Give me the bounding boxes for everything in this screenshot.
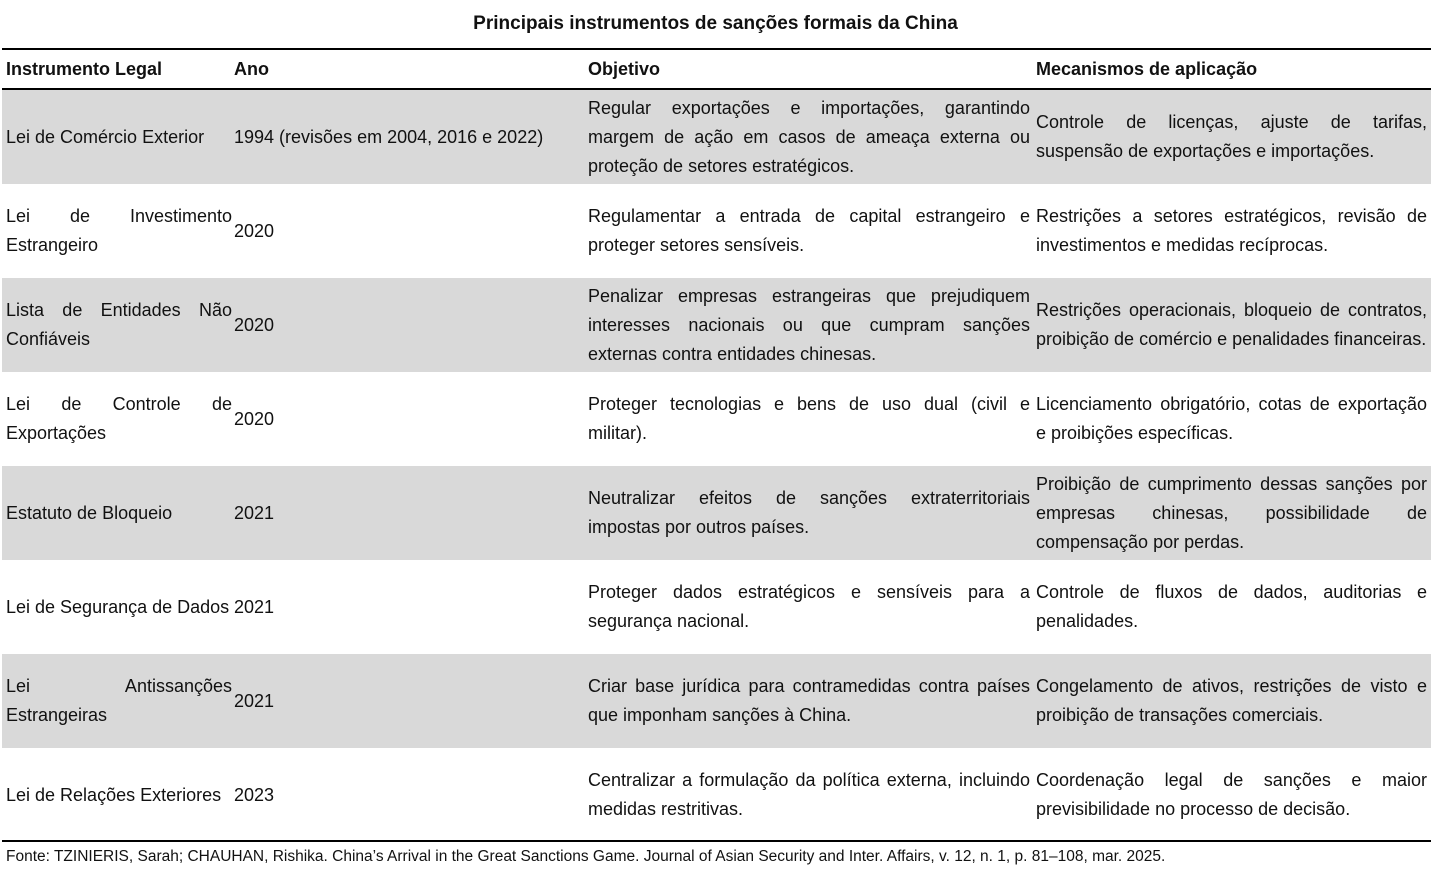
table-cell: Criar base jurídica para contramedidas c… (588, 654, 1030, 748)
header-row: Instrumento Legal Ano Objetivo Mecanismos d… (2, 50, 1431, 88)
cell-text: Proibição de cumprimento dessas sanções … (1036, 473, 1427, 552)
table-cell: 2021 (234, 654, 584, 748)
table-cell: Lei de Controle de Exportações (6, 372, 232, 466)
table-cell: 2023 (234, 748, 584, 842)
table-cell: Restrições a setores estratégicos, revis… (1036, 184, 1427, 278)
table-cell: Controle de fluxos de dados, auditorias … (1036, 560, 1427, 654)
table-cell: Mecanismos de aplicação (1036, 50, 1427, 88)
cell-text: Lei Antissanções Estrangeiras (6, 676, 232, 725)
cell-text: Centralizar a formulação da política ext… (588, 770, 1030, 819)
bottom-rule (2, 840, 1431, 842)
cell-text: 2021 (234, 502, 275, 523)
table-cell: Ano (234, 50, 584, 88)
table-cell: Lei de Comércio Exterior (6, 90, 232, 184)
table-cell: Coordenação legal de sanções e maior pre… (1036, 748, 1427, 842)
table-cell: Lista de Entidades Não Confiáveis (6, 278, 232, 372)
cell-text: Congelamento de ativos, restrições de vi… (1036, 676, 1427, 725)
cell-text: 2020 (234, 408, 275, 429)
cell-text: Restrições operacionais, bloqueio de con… (1036, 300, 1427, 349)
cell-text: 2023 (234, 784, 275, 805)
cell-text: Proteger dados estratégicos e sensíveis … (588, 582, 1030, 631)
table-cell: Lei de Investimento Estrangeiro (6, 184, 232, 278)
cell-text: 2021 (234, 596, 275, 617)
cell-text: Lei de Comércio Exterior (6, 126, 205, 147)
table-row: Lei de Segurança de Dados 2021 Proteger da… (2, 560, 1431, 654)
cell-text: Controle de licenças, ajuste de tarifas,… (1036, 112, 1427, 161)
table-cell: Lei de Segurança de Dados (6, 560, 232, 654)
cell-text: Coordenação legal de sanções e maior pre… (1036, 770, 1427, 819)
table-cell: Controle de licenças, ajuste de tarifas,… (1036, 90, 1427, 184)
table-cell: Regulamentar a entrada de capital estran… (588, 184, 1030, 278)
table-cell: Lei de Relações Exteriores (6, 748, 232, 842)
cell-text: 1994 (revisões em 2004, 2016 e 2022) (234, 126, 544, 147)
table-cell: 2020 (234, 184, 584, 278)
cell-text: Instrumento Legal (6, 58, 163, 79)
table-cell: Lei Antissanções Estrangeiras (6, 654, 232, 748)
cell-text: 2020 (234, 314, 275, 335)
table-cell: Penalizar empresas estrangeiras que prej… (588, 278, 1030, 372)
table-cell: Regular exportações e importações, garan… (588, 90, 1030, 184)
table-cell: 2021 (234, 466, 584, 560)
table-row: Estatuto de Bloqueio 2021 Neutralizar efei… (2, 466, 1431, 560)
table-cell: Centralizar a formulação da política ext… (588, 748, 1030, 842)
table-cell: Objetivo (588, 50, 1030, 88)
cell-text: Licenciamento obrigatório, cotas de expo… (1036, 394, 1427, 443)
cell-text: Lei de Controle de Exportações (6, 394, 232, 443)
table-row: Lista de Entidades Não Confiáveis 2020 Pen… (2, 278, 1431, 372)
cell-text: Lei de Segurança de Dados (6, 596, 230, 617)
table-cell: Estatuto de Bloqueio (6, 466, 232, 560)
table-cell: Neutralizar efeitos de sanções extraterr… (588, 466, 1030, 560)
table-cell: Proteger tecnologias e bens de uso dual … (588, 372, 1030, 466)
cell-text: Lei de Relações Exteriores (6, 784, 222, 805)
table-row: Lei de Relações Exteriores 2023 Centraliza… (2, 748, 1431, 842)
cell-text: Lei de Investimento Estrangeiro (6, 206, 232, 255)
cell-text: 2021 (234, 690, 275, 711)
cell-text: Objetivo (588, 58, 661, 79)
table-cell: Restrições operacionais, bloqueio de con… (1036, 278, 1427, 372)
cell-text: 2020 (234, 220, 275, 241)
cell-text: Ano (234, 58, 269, 79)
table-cell: 2021 (234, 560, 584, 654)
cell-text: Penalizar empresas estrangeiras que prej… (588, 285, 1030, 364)
table-cell: Instrumento Legal (6, 50, 232, 88)
table-cell: 2020 (234, 278, 584, 372)
table-row: Lei de Comércio Exterior 1994 (revisões e… (2, 90, 1431, 184)
table-row: Lei de Investimento Estrangeiro 2020 Regul… (2, 184, 1431, 278)
table-title: Principais instrumentos de sanções forma… (473, 13, 958, 34)
table-cell: 2020 (234, 372, 584, 466)
footnote: Fonte: TZINIERIS, Sarah; CHAUHAN, Rishik… (6, 848, 1166, 865)
table-cell: Proibição de cumprimento dessas sanções … (1036, 466, 1427, 560)
cell-text: Neutralizar efeitos de sanções extraterr… (588, 488, 1030, 537)
table-cell: Congelamento de ativos, restrições de vi… (1036, 654, 1427, 748)
header-rule (2, 88, 1431, 90)
table-cell: Proteger dados estratégicos e sensíveis … (588, 560, 1030, 654)
cell-text: Estatuto de Bloqueio (6, 502, 173, 523)
table-cell: Licenciamento obrigatório, cotas de expo… (1036, 372, 1427, 466)
cell-text: Regulamentar a entrada de capital estran… (588, 206, 1030, 255)
table-row: Lei de Controle de Exportações 2020 Proteg… (2, 372, 1431, 466)
cell-text: Restrições a setores estratégicos, revis… (1036, 206, 1427, 255)
cell-text: Mecanismos de aplicação (1036, 58, 1258, 79)
top-rule (2, 48, 1431, 50)
cell-text: Proteger tecnologias e bens de uso dual … (588, 394, 1030, 443)
table-cell: 1994 (revisões em 2004, 2016 e 2022) (234, 90, 584, 184)
cell-text: Controle de fluxos de dados, auditorias … (1036, 582, 1427, 631)
cell-text: Criar base jurídica para contramedidas c… (588, 676, 1030, 725)
table-row: Lei Antissanções Estrangeiras 2021 Criar b… (2, 654, 1431, 748)
cell-text: Regular exportações e importações, garan… (588, 97, 1030, 176)
cell-text: Lista de Entidades Não Confiáveis (6, 300, 232, 349)
